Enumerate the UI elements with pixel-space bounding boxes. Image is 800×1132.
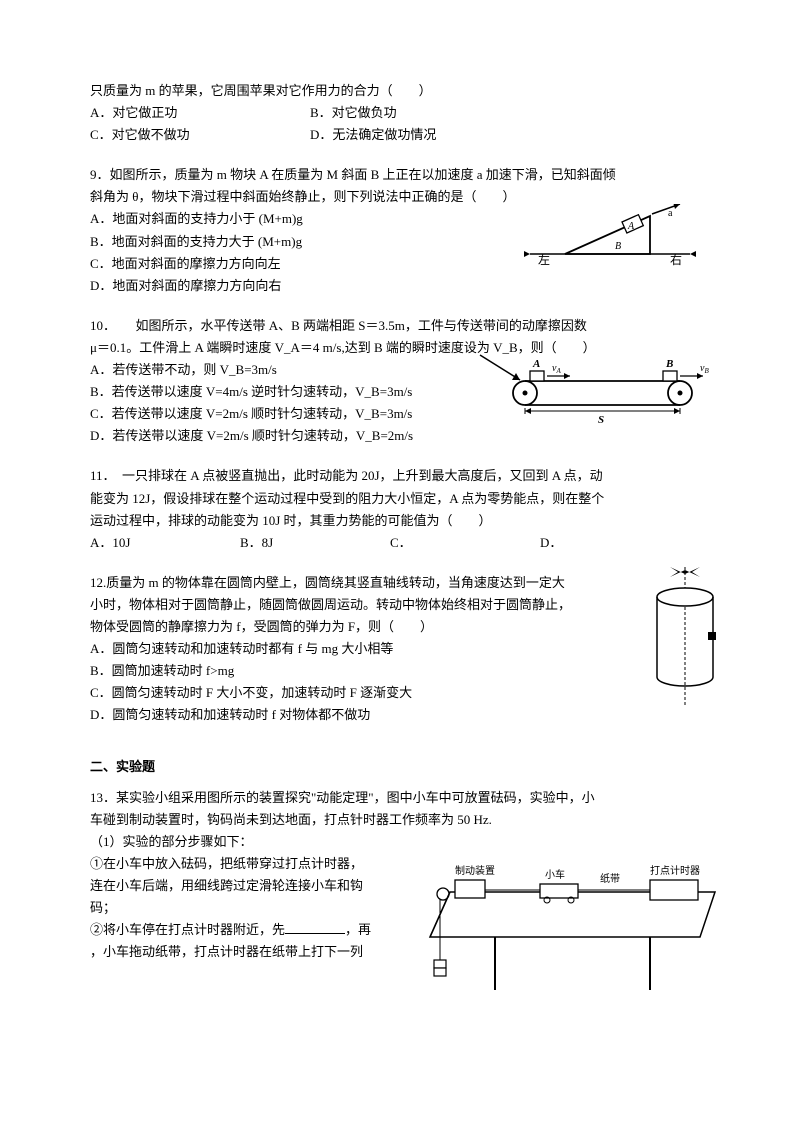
- svg-text:a: a: [668, 208, 673, 219]
- q8-stem-pre: 只质量为 m 的苹果，它周围苹果对它作用力的合力（: [90, 83, 393, 98]
- q13-step2-pre: ②将小车停在打点计时器附近，先: [90, 922, 285, 937]
- question-11: 11． 一只排球在 A 点被竖直抛出，此时动能为 20J，上升到最大高度后，又回…: [90, 465, 710, 553]
- q12-figure: [640, 562, 730, 712]
- q8-row2: C．对它做不做功 D．无法确定做功情况: [90, 124, 710, 146]
- q10-figure: A B vA vB S: [470, 345, 720, 430]
- question-9: 9．如图所示，质量为 m 物块 A 在质量为 M 斜面 B 上正在以加速度 a …: [90, 164, 710, 297]
- svg-text:小车: 小车: [545, 868, 565, 881]
- svg-text:右: 右: [670, 252, 682, 267]
- q12-stem1: 12.质量为 m 的物体靠在圆筒内壁上，圆筒绕其竖直轴线转动，当角速度达到一定大: [90, 572, 710, 594]
- q13-step2: ②将小车停在打点计时器附近，先 ，再 ，小车拖动纸带，打点计时器在纸带上打下一列: [90, 919, 400, 963]
- section-2-title: 二、实验题: [90, 756, 710, 778]
- q13-step1-l2: 连在小车后端，用细线跨过定滑轮连接小车和钩: [90, 875, 400, 897]
- q8-opt-a: A．对它做正功: [90, 102, 310, 124]
- question-12: 12.质量为 m 的物体靠在圆筒内壁上，圆筒绕其竖直轴线转动，当角速度达到一定大…: [90, 572, 710, 727]
- question-10: 10． 如图所示，水平传送带 A、B 两端相距 S＝3.5m，工件与传送带间的动…: [90, 315, 710, 448]
- q8-stem-post: ）: [419, 83, 432, 98]
- q11-stem3: 运动过程中，排球的动能变为 10J 时，其重力势能的可能值为（ ）: [90, 510, 710, 532]
- q11-opt-d: D．: [540, 532, 690, 554]
- q13-step1: ①在小车中放入砝码，把纸带穿过打点计时器， 连在小车后端，用细线跨过定滑轮连接小…: [90, 853, 400, 919]
- svg-text:B: B: [615, 241, 621, 252]
- svg-text:A: A: [627, 221, 635, 232]
- q12-opt-a: A．圆筒匀速转动和加速转动时都有 f 与 mg 大小相等: [90, 638, 710, 660]
- question-8: 只质量为 m 的苹果，它周围苹果对它作用力的合力（ ） A．对它做正功 B．对它…: [90, 80, 710, 146]
- question-13: 13．某实验小组采用图所示的装置探究"动能定理"，图中小车中可放置砝码，实验中，…: [90, 787, 710, 964]
- q12-opt-c: C．圆筒匀速转动时 F 大小不变，加速转动时 F 逐渐变大: [90, 682, 710, 704]
- svg-text:B: B: [665, 358, 673, 370]
- svg-text:A: A: [532, 358, 540, 370]
- q11-opt-a: A．10J: [90, 532, 240, 554]
- q13-blank-1[interactable]: [285, 920, 345, 934]
- svg-text:打点计时器: 打点计时器: [650, 864, 700, 877]
- q9-figure: 左 右 A B a: [520, 204, 700, 269]
- q8-stem: 只质量为 m 的苹果，它周围苹果对它作用力的合力（ ）: [90, 80, 710, 102]
- q13-stem2: 车碰到制动装置时，钩码尚未到达地面，打点针时器工作频率为 50 Hz.: [90, 809, 710, 831]
- q13-step2-l2: ，小车拖动纸带，打点计时器在纸带上打下一列: [90, 941, 400, 963]
- q11-stem1: 11． 一只排球在 A 点被竖直抛出，此时动能为 20J，上升到最大高度后，又回…: [90, 465, 710, 487]
- q11-stem2: 能变为 12J，假设排球在整个运动过程中受到的阻力大小恒定，A 点为零势能点，则…: [90, 488, 710, 510]
- q8-row1: A．对它做正功 B．对它做负功: [90, 102, 710, 124]
- q8-opt-b: B．对它做负功: [310, 102, 397, 124]
- q13-step1-l3: 码；: [90, 897, 400, 919]
- q13-figure: 小车 纸带 打点计时器 制动装置: [425, 842, 725, 992]
- svg-text:vA: vA: [552, 363, 561, 375]
- svg-text:左: 左: [538, 252, 550, 267]
- q11-opt-b: B．8J: [240, 532, 390, 554]
- svg-text:S: S: [598, 414, 604, 426]
- q13-stem1: 13．某实验小组采用图所示的装置探究"动能定理"，图中小车中可放置砝码，实验中，…: [90, 787, 710, 809]
- q8-opt-d: D．无法确定做功情况: [310, 124, 436, 146]
- q10-stem1: 10． 如图所示，水平传送带 A、B 两端相距 S＝3.5m，工件与传送带间的动…: [90, 315, 710, 337]
- svg-text:制动装置: 制动装置: [455, 864, 495, 877]
- q11-opts: A．10J B．8J C． D．: [90, 532, 710, 554]
- q13-step1-l1: ①在小车中放入砝码，把纸带穿过打点计时器，: [90, 853, 400, 875]
- svg-text:vB: vB: [700, 363, 709, 375]
- svg-text:纸带: 纸带: [600, 872, 620, 885]
- q12-stem3: 物体受圆筒的静摩擦力为 f，受圆筒的弹力为 F，则（ ）: [90, 616, 710, 638]
- q9-stem1: 9．如图所示，质量为 m 物块 A 在质量为 M 斜面 B 上正在以加速度 a …: [90, 164, 710, 186]
- q13-step2-post: ，再: [345, 922, 371, 937]
- q12-opt-b: B．圆筒加速转动时 f>mg: [90, 660, 710, 682]
- q12-opt-d: D．圆筒匀速转动和加速转动时 f 对物体都不做功: [90, 704, 710, 726]
- q11-opt-c: C．: [390, 532, 540, 554]
- q9-opt-d: D．地面对斜面的摩擦力方向向右: [90, 275, 710, 297]
- q12-stem2: 小时，物体相对于圆筒静止，随圆筒做圆周运动。转动中物体始终相对于圆筒静止，: [90, 594, 710, 616]
- q8-opt-c: C．对它做不做功: [90, 124, 310, 146]
